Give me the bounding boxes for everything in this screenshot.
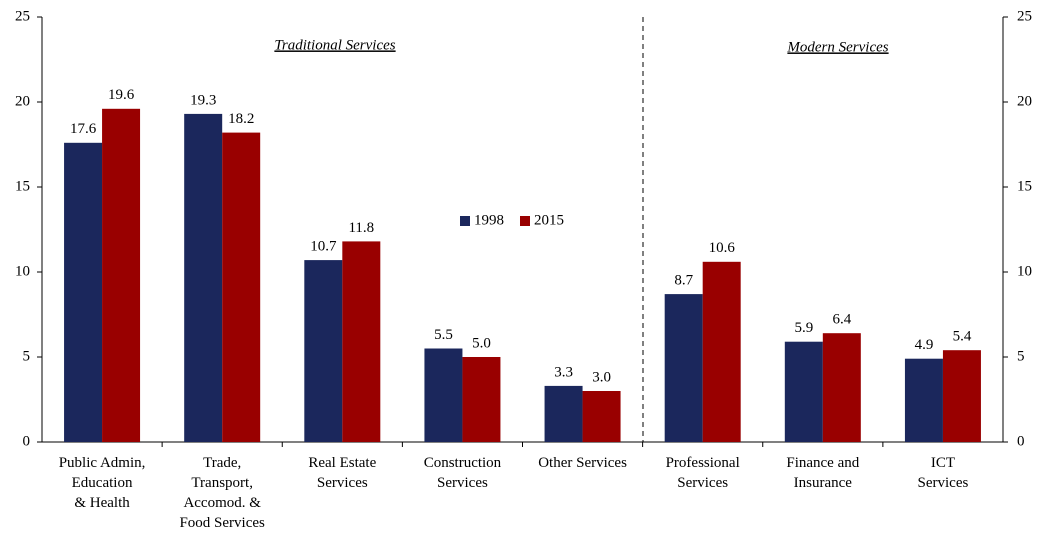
y2-tick-label: 15 [1017, 178, 1032, 194]
data-label: 19.6 [108, 87, 135, 103]
bar [582, 391, 621, 442]
bar [664, 294, 703, 442]
data-label: 5.0 [472, 335, 491, 351]
bar [102, 108, 141, 443]
y2-tick-label: 20 [1017, 93, 1032, 109]
data-label: 3.0 [592, 369, 611, 385]
data-label: 18.2 [228, 111, 254, 127]
x-tick-label: Trade, Transport, Accomod. & Food Services [179, 455, 265, 531]
data-label: 3.3 [554, 364, 573, 380]
data-label: 5.9 [794, 320, 813, 336]
bar [184, 113, 223, 443]
data-label: 6.4 [832, 312, 851, 328]
bar [822, 333, 861, 442]
x-tick-label: Construction Services [424, 455, 502, 491]
data-label: 8.7 [674, 273, 693, 289]
bar [462, 357, 501, 442]
y2-tick-label: 25 [1017, 8, 1032, 24]
data-label: 10.7 [310, 239, 337, 255]
x-tick-label: Public Admin, Education & Health [59, 455, 146, 511]
bar [702, 261, 741, 442]
y-tick-label: 10 [15, 263, 30, 279]
annotation: Modern Services [786, 39, 888, 55]
bar [544, 385, 583, 442]
data-label: 17.6 [70, 121, 97, 137]
x-tick-label: ICT Services [918, 455, 969, 491]
bar [904, 358, 943, 442]
annotation: Traditional Services [274, 37, 395, 53]
y-tick-label: 25 [15, 8, 30, 24]
x-tick-label: Real Estate Services [308, 455, 376, 491]
y2-tick-label: 10 [1017, 263, 1032, 279]
y-tick-label: 20 [15, 93, 30, 109]
bar [64, 142, 103, 443]
x-tick-label: Professional Services [666, 455, 740, 491]
bar [342, 241, 381, 442]
y2-tick-label: 0 [1017, 433, 1025, 449]
bar [784, 341, 823, 442]
y-tick-label: 15 [15, 178, 30, 194]
bar [222, 132, 261, 442]
data-label: 19.3 [190, 92, 216, 108]
legend-swatch [460, 216, 470, 226]
legend-label: 2015 [534, 212, 564, 228]
data-label: 4.9 [915, 337, 934, 353]
legend-swatch [520, 216, 530, 226]
data-label: 5.4 [953, 329, 972, 345]
data-label: 10.6 [709, 240, 736, 256]
bar [304, 260, 343, 442]
y-tick-label: 0 [23, 433, 31, 449]
bar [942, 350, 981, 442]
bar [424, 348, 463, 442]
x-tick-label: Finance and Insurance [786, 455, 859, 491]
y-tick-label: 5 [23, 348, 31, 364]
data-label: 5.5 [434, 327, 453, 343]
data-label: 11.8 [348, 220, 374, 236]
y2-tick-label: 5 [1017, 348, 1025, 364]
x-tick-label: Other Services [538, 455, 627, 471]
legend-label: 1998 [474, 212, 504, 228]
